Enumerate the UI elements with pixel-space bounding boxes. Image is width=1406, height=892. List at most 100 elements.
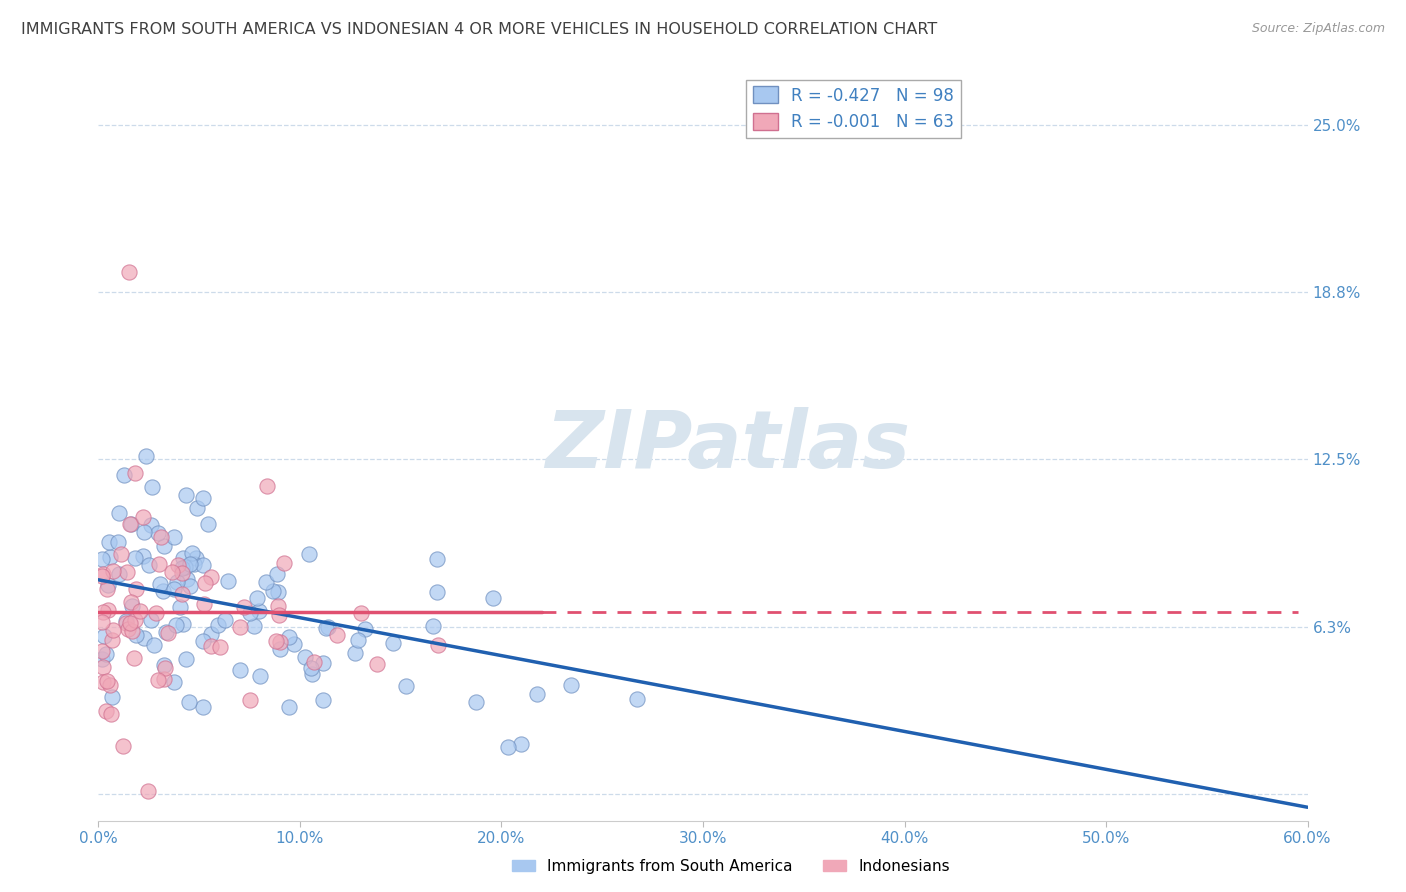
Point <box>120 516 142 531</box>
Point <box>107 567 129 582</box>
Point <box>149 576 172 591</box>
Point <box>200 570 222 584</box>
Point <box>98 535 121 549</box>
Point <box>186 551 208 566</box>
Point <box>98 678 121 692</box>
Point <box>298 547 321 561</box>
Point <box>160 565 183 579</box>
Point <box>200 627 222 641</box>
Point <box>146 526 169 541</box>
Point <box>193 597 215 611</box>
Point <box>112 468 135 483</box>
Point <box>120 615 142 630</box>
Point <box>353 622 375 636</box>
Point <box>165 618 187 632</box>
Point <box>148 558 170 572</box>
Point <box>153 657 176 672</box>
Point <box>179 579 201 593</box>
Point <box>426 552 449 566</box>
Point <box>148 673 170 688</box>
Point <box>256 575 278 590</box>
Point <box>166 575 188 590</box>
Point <box>179 557 201 571</box>
Point <box>91 660 114 674</box>
Point <box>101 623 124 637</box>
Point <box>173 551 195 566</box>
Point <box>167 558 190 572</box>
Point <box>264 634 287 648</box>
Point <box>496 740 519 755</box>
Point <box>269 641 291 656</box>
Point <box>243 619 266 633</box>
Point <box>301 667 323 681</box>
Point <box>174 652 197 666</box>
Point <box>177 695 200 709</box>
Point <box>122 650 145 665</box>
Point <box>427 638 450 652</box>
Point <box>395 679 418 693</box>
Point <box>246 591 269 606</box>
Point <box>191 700 214 714</box>
Point <box>174 560 197 574</box>
Point <box>91 615 114 629</box>
Point <box>145 606 167 620</box>
Point <box>132 524 155 539</box>
Point <box>157 625 180 640</box>
Point <box>107 535 129 549</box>
Point <box>150 530 173 544</box>
Point <box>232 599 254 614</box>
Point <box>139 518 162 533</box>
Point <box>153 672 176 686</box>
Point <box>101 633 124 648</box>
Point <box>186 501 208 516</box>
Point <box>278 630 301 644</box>
Point <box>97 578 120 592</box>
Point <box>207 618 229 632</box>
Text: ZIPatlas: ZIPatlas <box>544 407 910 485</box>
Point <box>169 599 191 614</box>
Point <box>153 661 176 675</box>
Point <box>249 669 271 683</box>
Point <box>510 737 533 751</box>
Point <box>97 603 120 617</box>
Point <box>229 663 252 677</box>
Point <box>208 640 231 654</box>
Point <box>174 488 197 502</box>
Point <box>121 599 143 614</box>
Point <box>124 466 146 480</box>
Point <box>172 560 194 574</box>
Point <box>139 613 162 627</box>
Point <box>267 599 290 614</box>
Point <box>482 591 505 605</box>
Point <box>312 656 335 670</box>
Point <box>91 569 114 583</box>
Point <box>129 604 152 618</box>
Point <box>110 547 132 561</box>
Point <box>120 595 142 609</box>
Point <box>121 624 143 638</box>
Point <box>132 631 155 645</box>
Point <box>197 516 219 531</box>
Point <box>299 660 322 674</box>
Point <box>273 556 295 570</box>
Point <box>152 583 174 598</box>
Point <box>465 695 488 709</box>
Point <box>100 707 122 722</box>
Point <box>193 634 215 648</box>
Point <box>131 510 153 524</box>
Point <box>262 583 284 598</box>
Point <box>269 634 291 648</box>
Point <box>93 629 115 643</box>
Point <box>217 574 239 588</box>
Point <box>247 604 270 618</box>
Point <box>315 621 337 635</box>
Point <box>526 687 548 701</box>
Point <box>366 657 388 671</box>
Point <box>172 566 194 580</box>
Point <box>302 655 325 669</box>
Point <box>120 517 142 532</box>
Point <box>124 613 146 627</box>
Point <box>426 585 449 599</box>
Point <box>422 619 444 633</box>
Point <box>326 627 349 641</box>
